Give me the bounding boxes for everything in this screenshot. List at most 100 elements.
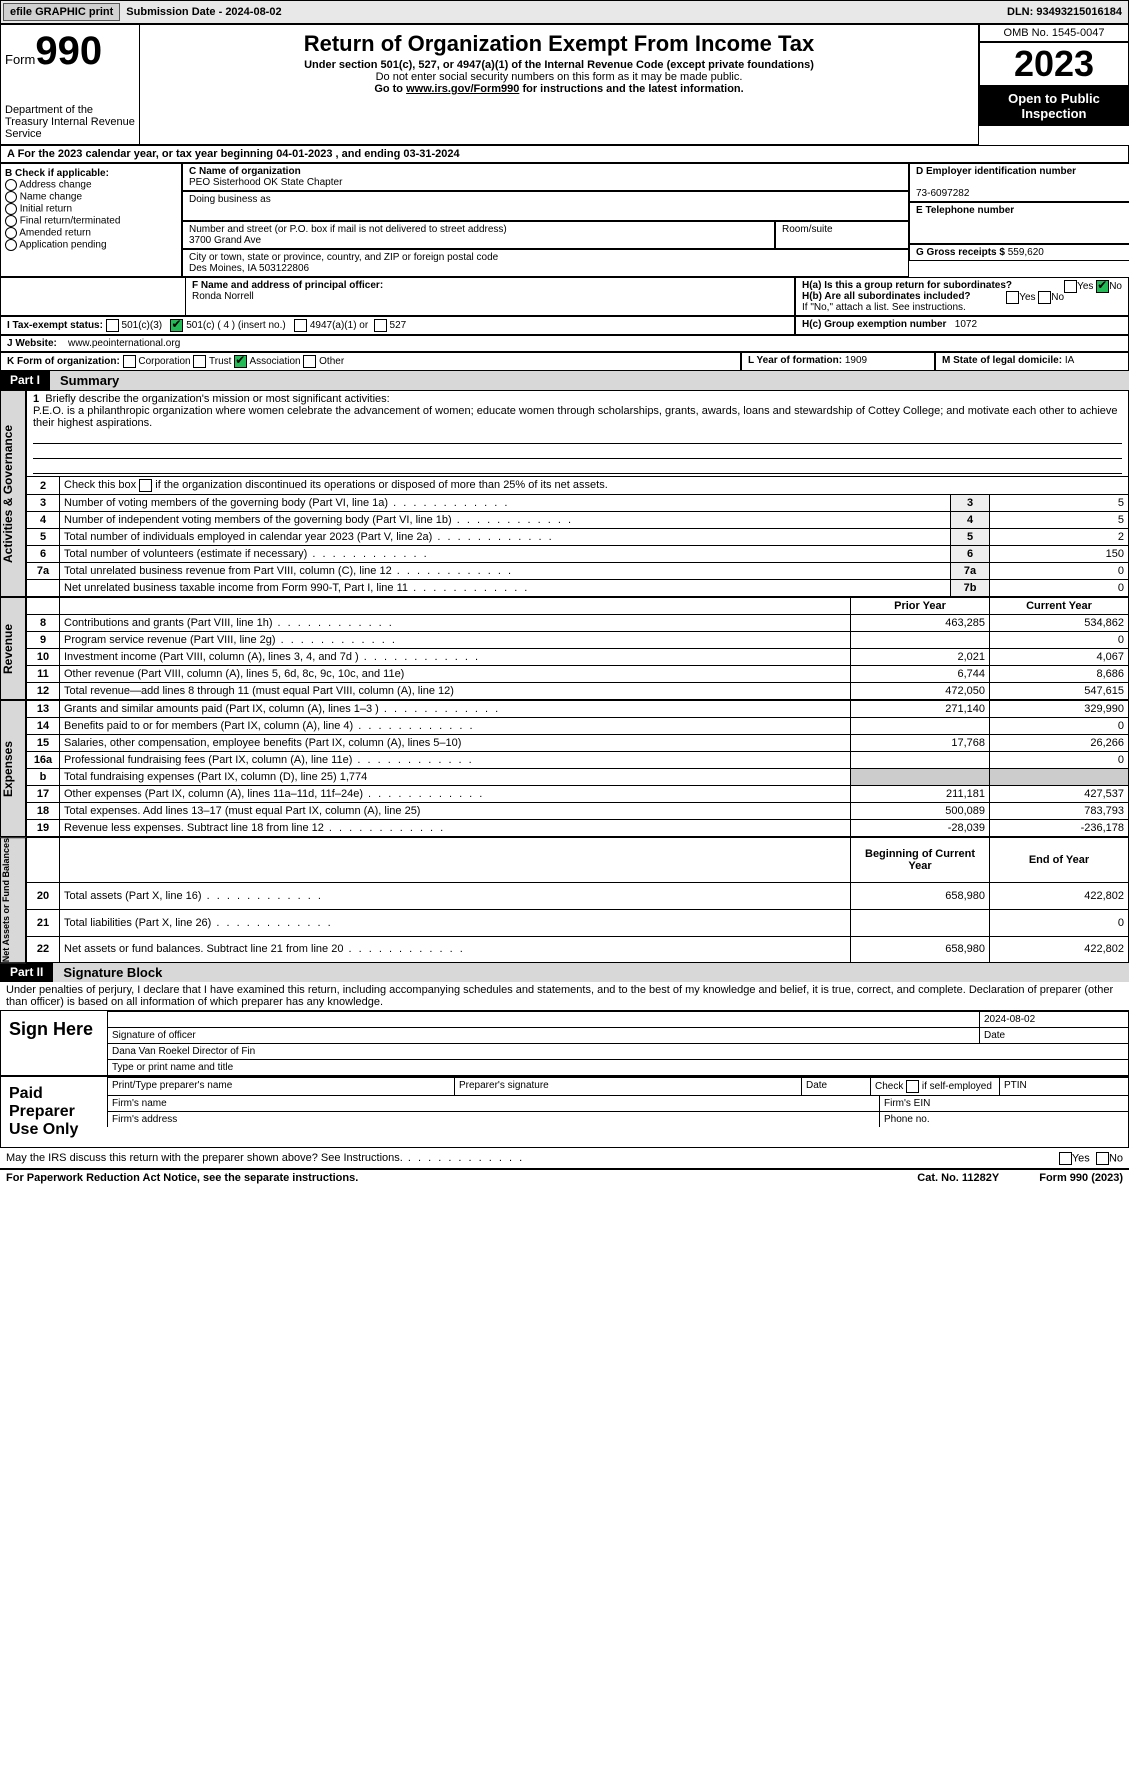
omb-number: OMB No. 1545-0047 — [979, 24, 1129, 42]
ein-value: 73-6097282 — [916, 188, 969, 199]
prep-name-label: Print/Type preparer's name — [107, 1078, 454, 1095]
curr-hdr: Current Year — [990, 598, 1129, 615]
hb-label: H(b) Are all subordinates included? — [802, 291, 971, 302]
ha-yes[interactable] — [1064, 280, 1077, 293]
chk-other[interactable] — [303, 355, 316, 368]
l20: Total assets (Part X, line 16) — [64, 890, 323, 902]
p19: -28,039 — [851, 820, 990, 837]
l15: Salaries, other compensation, employee b… — [64, 737, 461, 749]
discuss-no[interactable] — [1096, 1152, 1109, 1165]
c14: 0 — [990, 718, 1129, 735]
discuss-yes[interactable] — [1059, 1152, 1072, 1165]
c18: 783,793 — [990, 803, 1129, 820]
p18: 500,089 — [851, 803, 990, 820]
hc-value: 1072 — [955, 319, 977, 330]
chk-initial[interactable] — [5, 203, 17, 215]
pra-notice: For Paperwork Reduction Act Notice, see … — [6, 1172, 358, 1184]
lbl-amended: Amended return — [19, 228, 91, 239]
form-footer: Form 990 (2023) — [1039, 1172, 1123, 1184]
l8: Contributions and grants (Part VIII, lin… — [64, 617, 394, 629]
chk-pending[interactable] — [5, 239, 17, 251]
street-value: 3700 Grand Ave — [189, 235, 261, 246]
efile-print-button[interactable]: efile GRAPHIC print — [3, 3, 120, 21]
lbl-501c3: 501(c)(3) — [122, 320, 163, 331]
paid-preparer: Paid Preparer Use Only — [1, 1077, 107, 1147]
goto-link[interactable]: Go to Go to www.irs.gov/Form990 for inst… — [144, 83, 974, 95]
chk-4947[interactable] — [294, 319, 307, 332]
p20: 658,980 — [851, 883, 990, 910]
form-990: 990 — [35, 29, 102, 73]
prep-date-label: Date — [801, 1078, 870, 1095]
chk-address-change[interactable] — [5, 179, 17, 191]
lbl-final: Final return/terminated — [20, 216, 121, 227]
chk-assoc[interactable] — [234, 355, 247, 368]
chk-name-change[interactable] — [5, 191, 17, 203]
l7a: Total unrelated business revenue from Pa… — [64, 565, 513, 577]
i-label: I Tax-exempt status: — [7, 320, 103, 331]
submission-date: Submission Date - 2024-08-02 — [126, 6, 281, 18]
c22: 422,802 — [990, 936, 1129, 963]
p11: 6,744 — [851, 666, 990, 683]
p10: 2,021 — [851, 649, 990, 666]
type-label: Type or print name and title — [107, 1060, 1128, 1075]
part1-title: Summary — [50, 371, 1129, 390]
l10: Investment income (Part VIII, column (A)… — [64, 651, 480, 663]
dept-treasury: Department of the Treasury Internal Reve… — [5, 104, 135, 140]
chk-501c[interactable] — [170, 319, 183, 332]
phone-label: Phone no. — [879, 1112, 1128, 1127]
l11: Other revenue (Part VIII, column (A), li… — [64, 668, 404, 680]
l13: Grants and similar amounts paid (Part IX… — [64, 703, 500, 715]
sig-date: 2024-08-02 — [979, 1012, 1128, 1027]
lbl-pending: Application pending — [19, 240, 106, 251]
v4: 5 — [990, 512, 1129, 529]
chk-l2[interactable] — [139, 479, 152, 492]
chk-527[interactable] — [374, 319, 387, 332]
l21: Total liabilities (Part X, line 26) — [64, 917, 333, 929]
chk-amended[interactable] — [5, 227, 17, 239]
l4: Number of independent voting members of … — [64, 514, 573, 526]
perjury-text: Under penalties of perjury, I declare th… — [0, 982, 1129, 1010]
d-label: D Employer identification number — [916, 166, 1076, 177]
hb-no[interactable] — [1038, 291, 1051, 304]
part2-label: Part II — [0, 963, 53, 982]
self-emp: Check if self-employed — [870, 1078, 999, 1095]
discuss-label: May the IRS discuss this return with the… — [6, 1152, 524, 1164]
chk-final[interactable] — [5, 215, 17, 227]
c-label: C Name of organization — [189, 166, 301, 177]
lbl-assoc: Association — [249, 356, 300, 367]
m-value: IA — [1065, 355, 1074, 366]
subtitle-1: Under section 501(c), 527, or 4947(a)(1)… — [144, 59, 974, 71]
city-label: City or town, state or province, country… — [189, 252, 498, 263]
line-a: A For the 2023 calendar year, or tax yea… — [0, 145, 1129, 163]
prior-hdr: Prior Year — [851, 598, 990, 615]
c8: 534,862 — [990, 615, 1129, 632]
chk-corp[interactable] — [123, 355, 136, 368]
lbl-527: 527 — [390, 320, 407, 331]
v5: 2 — [990, 529, 1129, 546]
l9: Program service revenue (Part VIII, line… — [64, 634, 397, 646]
efile-topbar: efile GRAPHIC print Submission Date - 20… — [0, 0, 1129, 24]
form-header: Form990 Department of the Treasury Inter… — [0, 24, 1129, 145]
ha-label: H(a) Is this a group return for subordin… — [802, 280, 1012, 291]
c15: 26,266 — [990, 735, 1129, 752]
tax-year: 2023 — [979, 42, 1129, 86]
v6: 150 — [990, 546, 1129, 563]
c12: 547,615 — [990, 683, 1129, 700]
chk-trust[interactable] — [193, 355, 206, 368]
dba-label: Doing business as — [189, 194, 271, 205]
hb-yes[interactable] — [1006, 291, 1019, 304]
website[interactable]: www.peointernational.org — [68, 338, 180, 349]
form-word: Form — [5, 52, 35, 67]
l19: Revenue less expenses. Subtract line 18 … — [64, 822, 445, 834]
v7b: 0 — [990, 580, 1129, 597]
chk-501c3[interactable] — [106, 319, 119, 332]
l18: Total expenses. Add lines 13–17 (must eq… — [64, 805, 420, 817]
l22: Net assets or fund balances. Subtract li… — [64, 943, 465, 955]
lbl-initial: Initial return — [20, 204, 72, 215]
l17: Other expenses (Part IX, column (A), lin… — [64, 788, 484, 800]
c21: 0 — [990, 909, 1129, 936]
ha-no[interactable] — [1096, 280, 1109, 293]
l5: Total number of individuals employed in … — [64, 531, 554, 543]
l-label: L Year of formation: — [748, 355, 842, 366]
chk-selfemp[interactable] — [906, 1080, 919, 1093]
